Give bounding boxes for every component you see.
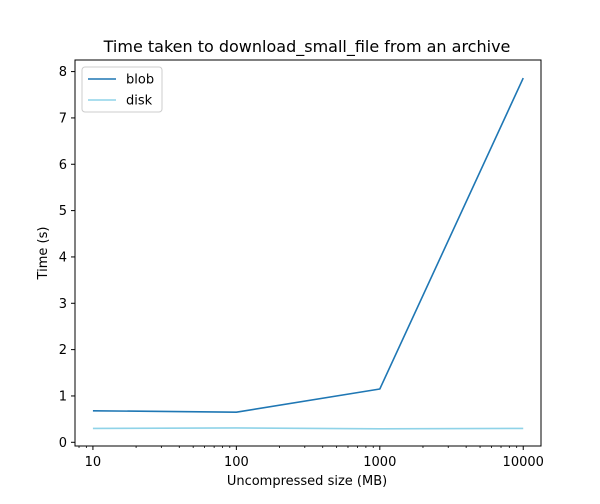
y-tick-label: 1 bbox=[59, 389, 67, 404]
y-tick-label: 4 bbox=[59, 250, 67, 265]
chart-title: Time taken to download_small_file from a… bbox=[103, 37, 511, 57]
legend-label-blob: blob bbox=[126, 73, 154, 88]
y-tick-label: 8 bbox=[59, 65, 67, 80]
x-tick-label: 1000 bbox=[363, 455, 396, 470]
y-tick-label: 7 bbox=[59, 111, 67, 126]
plot-frame bbox=[74, 59, 542, 447]
x-axis-label: Uncompressed size (MB) bbox=[227, 474, 387, 489]
plot-area: 10 100 1000 10000 0 1 2 3 4 5 6 7 8 blob disk bbox=[59, 59, 544, 470]
x-tick-label: 10000 bbox=[503, 455, 544, 470]
series-line-disk bbox=[92, 427, 524, 430]
series-line-blob bbox=[92, 77, 524, 413]
y-axis-label: Time (s) bbox=[36, 227, 51, 281]
y-tick-label: 5 bbox=[59, 204, 67, 219]
y-tick-label: 2 bbox=[59, 343, 67, 358]
legend-label-disk: disk bbox=[126, 94, 153, 109]
x-tick-label: 10 bbox=[85, 455, 102, 470]
y-tick-label: 6 bbox=[59, 158, 67, 173]
y-tick-label: 0 bbox=[59, 436, 67, 451]
x-tick-label: 100 bbox=[224, 455, 249, 470]
y-tick-label: 3 bbox=[59, 297, 67, 312]
